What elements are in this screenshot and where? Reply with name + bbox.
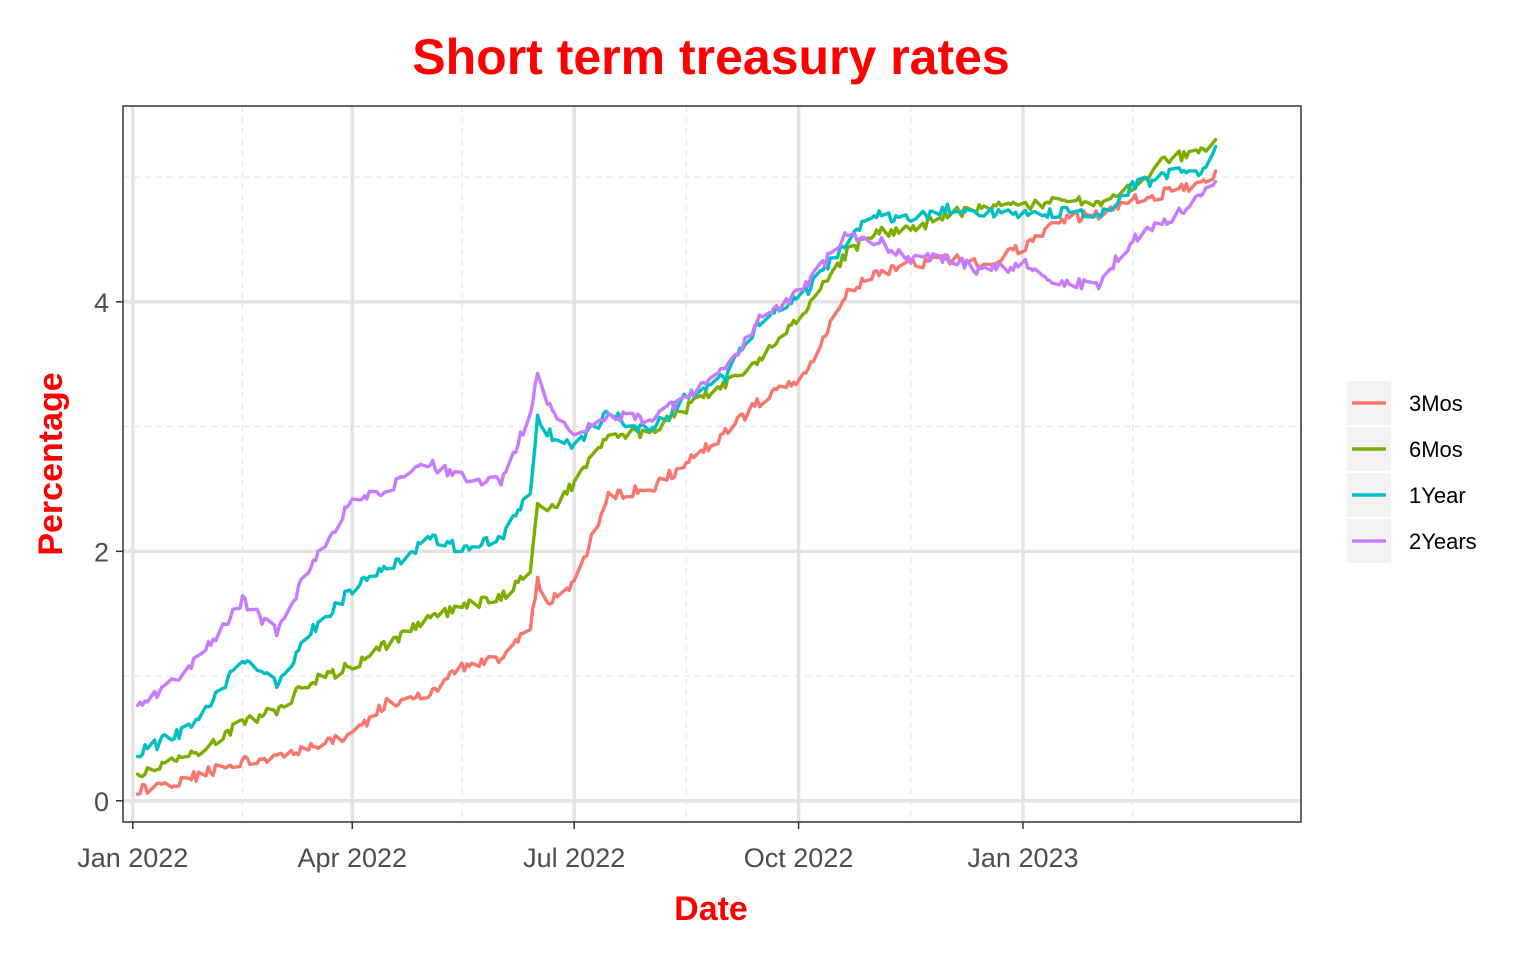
series-line-1year <box>135 144 1218 759</box>
series-line-2years <box>135 179 1218 708</box>
y-tick-label: 4 <box>94 288 109 318</box>
x-axis: Jan 2022 Apr 2022 Jul 2022 Oct 2022 Jan 2023 <box>77 822 1079 873</box>
legend: 3Mos 6Mos 1Year 2Years <box>1347 381 1477 563</box>
legend-label-1year: 1Year <box>1409 483 1466 508</box>
legend-label-3mos: 3Mos <box>1409 391 1463 416</box>
grid <box>123 106 1301 822</box>
x-tick-label: Jan 2022 <box>77 843 188 873</box>
series-line-3mos <box>135 169 1218 796</box>
x-axis-title: Date <box>674 890 748 928</box>
x-tick-label: Oct 2022 <box>744 843 854 873</box>
y-axis: 0 2 4 <box>94 288 123 817</box>
legend-label-2years: 2Years <box>1409 529 1477 554</box>
series-line-6mos <box>135 138 1218 779</box>
y-axis-title: Percentage <box>32 372 70 555</box>
legend-label-6mos: 6Mos <box>1409 437 1463 462</box>
plot-panel-border <box>122 105 1302 823</box>
x-tick-label: Apr 2022 <box>297 843 407 873</box>
y-tick-label: 0 <box>94 787 109 817</box>
x-tick-label: Jul 2022 <box>523 843 625 873</box>
plot-panel <box>123 106 1301 822</box>
y-tick-label: 2 <box>94 537 109 567</box>
x-tick-label: Jan 2023 <box>967 843 1078 873</box>
series-lines <box>135 138 1218 796</box>
chart-title: Short term treasury rates <box>412 29 1009 85</box>
